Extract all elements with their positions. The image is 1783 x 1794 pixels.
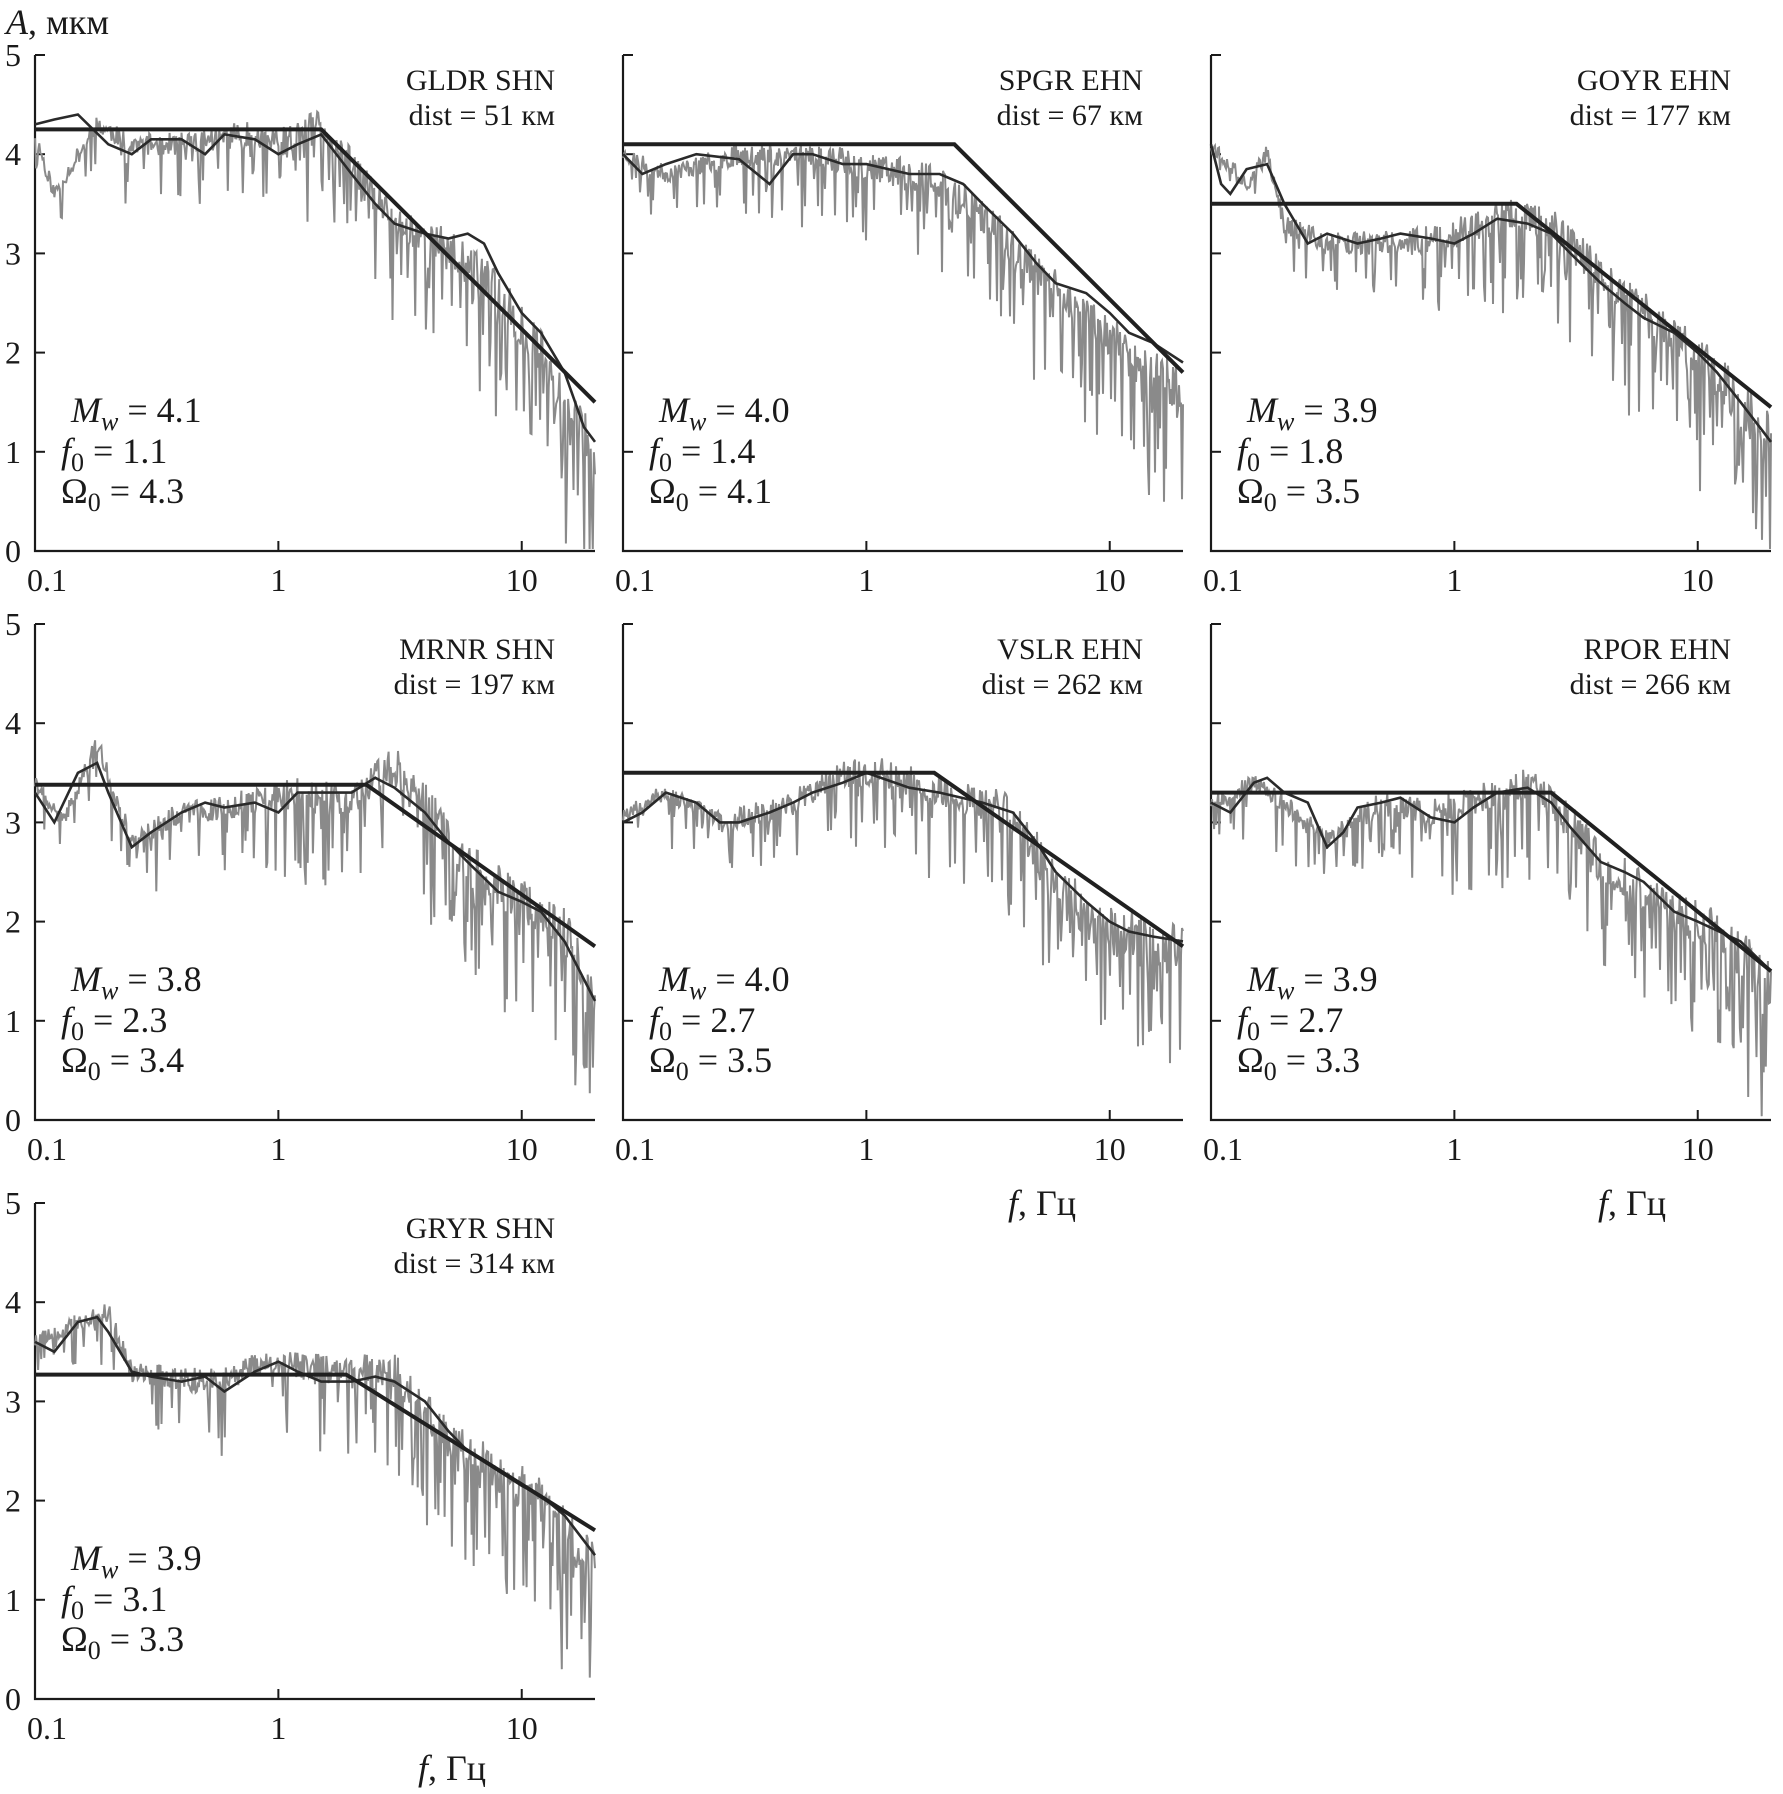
smoothed-spectrum-line [33,761,597,1002]
x-tick-label: 10 [506,1131,538,1167]
x-tick-label: 10 [506,1710,538,1746]
x-tick-label: 10 [1094,562,1126,598]
x-tick-label: 0.1 [1203,562,1243,598]
x-tick-label: 1 [1446,562,1462,598]
x-tick-label: 1 [858,562,874,598]
y-axis-label: A, мкм [4,2,109,42]
x-axis-label-gryr: f, Гц [418,1748,486,1788]
distance-label: dist = 314 км [394,1247,555,1280]
y-tick-label: 3 [5,235,21,271]
x-tick-label: 10 [1682,1131,1714,1167]
y-tick-label: 0 [5,1681,21,1717]
model-spectrum-line [35,1372,597,1533]
station-label: MRNR SHN [399,633,555,666]
spectral-level: Ω0 = 3.3 [1237,1040,1360,1086]
spectral-level: Ω0 = 4.3 [61,471,184,517]
y-tick-label: 4 [5,1284,21,1320]
moment-magnitude: Mw = 3.9 [1246,959,1378,1005]
y-tick-label: 3 [5,804,21,840]
model-spectrum-line [1211,201,1773,409]
raw-spectrum-line [622,758,1184,1064]
y-tick-label: 1 [5,434,21,470]
smoothed-spectrum-line [34,113,597,443]
x-tick-label: 10 [1682,562,1714,598]
station-label: VSLR EHN [997,633,1143,666]
station-label: SPGR EHN [999,64,1143,97]
y-tick-label: 1 [5,1003,21,1039]
x-tick-label: 1 [1446,1131,1462,1167]
distance-label: dist = 266 км [1570,668,1731,701]
y-tick-label: 5 [5,1185,21,1221]
smoothed-spectrum-line [34,1315,597,1556]
station-label: GLDR SHN [406,64,555,97]
model-spectrum-line [35,782,597,949]
station-label: GOYR EHN [1577,64,1731,97]
spectral-level: Ω0 = 3.5 [1237,471,1360,517]
y-tick-label: 4 [5,705,21,741]
moment-magnitude: Mw = 4.0 [658,959,790,1005]
x-tick-label: 1 [270,1131,286,1167]
moment-magnitude: Mw = 4.0 [658,390,790,436]
y-tick-label: 0 [5,533,21,569]
spectral-level: Ω0 = 4.1 [649,471,772,517]
raw-spectrum-line [34,1304,596,1678]
spectral-level: Ω0 = 3.3 [61,1619,184,1665]
y-tick-label: 1 [5,1582,21,1618]
x-tick-label: 0.1 [1203,1131,1243,1167]
spectral-level: Ω0 = 3.4 [61,1040,184,1086]
moment-magnitude: Mw = 3.9 [70,1538,202,1584]
spectral-level: Ω0 = 3.5 [649,1040,772,1086]
y-tick-label: 2 [5,1483,21,1519]
x-tick-label: 1 [270,562,286,598]
raw-spectrum-line [622,143,1184,502]
distance-label: dist = 67 км [997,99,1143,132]
distance-label: dist = 262 км [982,668,1143,701]
moment-magnitude: Mw = 3.8 [70,959,202,1005]
y-tick-label: 2 [5,904,21,940]
distance-label: dist = 51 км [409,99,555,132]
smoothed-spectrum-line [1209,143,1773,443]
raw-spectrum-line [1210,769,1772,1117]
x-tick-label: 0.1 [615,1131,655,1167]
corner-frequency: f0 = 2.3 [61,1000,167,1046]
x-tick-label: 10 [1094,1131,1126,1167]
model-spectrum-line [1211,790,1773,973]
moment-magnitude: Mw = 4.1 [70,390,202,436]
corner-frequency: f0 = 1.8 [1237,431,1343,477]
model-spectrum-line [623,770,1185,949]
y-tick-label: 5 [5,606,21,642]
y-tick-label: 3 [5,1383,21,1419]
moment-magnitude: Mw = 3.9 [1246,390,1378,436]
corner-frequency: f0 = 2.7 [649,1000,755,1046]
distance-label: dist = 197 км [394,668,555,701]
x-tick-label: 0.1 [27,562,67,598]
x-tick-label: 0.1 [27,1710,67,1746]
y-tick-label: 4 [5,136,21,172]
x-tick-label: 1 [270,1710,286,1746]
model-spectrum-line [35,127,597,404]
distance-label: dist = 177 км [1570,99,1731,132]
model-spectrum-line [623,142,1185,374]
smoothed-spectrum-line [622,152,1184,364]
x-tick-label: 1 [858,1131,874,1167]
x-axis-label-vslr: f, Гц [1008,1183,1076,1223]
x-axis-label-rpor: f, Гц [1598,1183,1666,1223]
x-tick-label: 0.1 [615,562,655,598]
smoothed-spectrum-line [622,771,1184,943]
y-tick-label: 2 [5,335,21,371]
y-tick-label: 5 [5,37,21,73]
x-tick-label: 10 [506,562,538,598]
y-tick-label: 0 [5,1102,21,1138]
x-tick-label: 0.1 [27,1131,67,1167]
station-label: GRYR SHN [406,1212,555,1245]
station-label: RPOR EHN [1583,633,1731,666]
